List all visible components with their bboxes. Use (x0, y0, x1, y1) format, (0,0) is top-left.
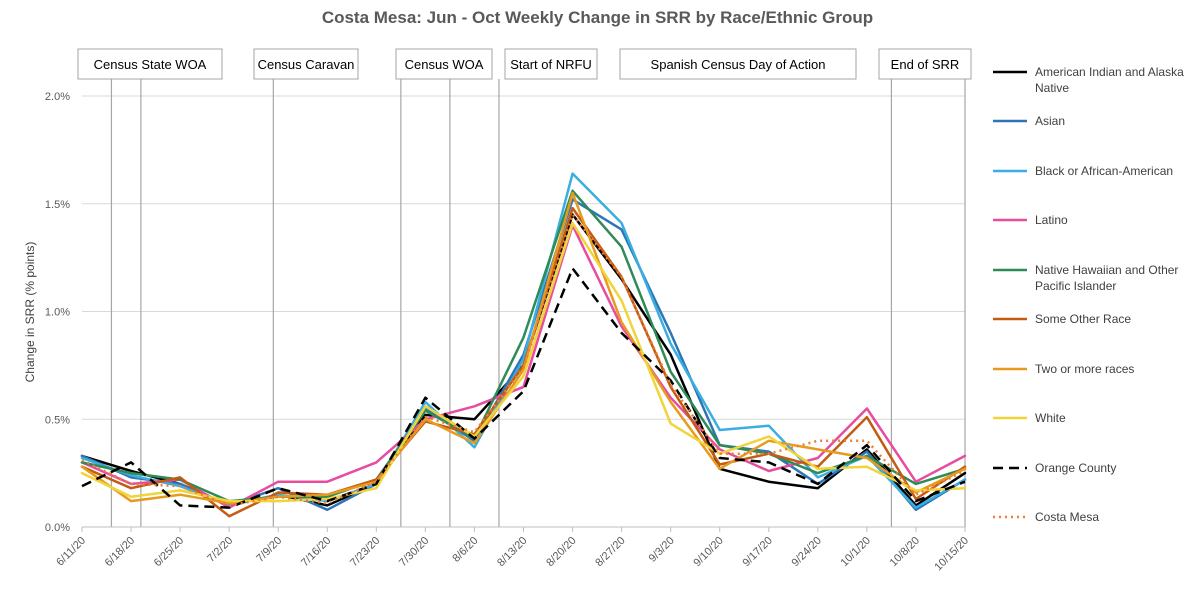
event-label: Census WOA (405, 57, 484, 72)
series-lines (80, 172, 967, 518)
legend-label: Latino (1035, 213, 1068, 227)
y-tick-label: 1.0% (45, 307, 70, 319)
event-box (253, 48, 359, 80)
event-lines (110, 79, 966, 527)
series-line (80, 191, 967, 505)
y-tick-label: 0.0% (45, 522, 70, 534)
x-tick-label: 8/27/20 (593, 535, 627, 569)
legend-label: Black or African-American (1035, 164, 1173, 178)
x-tick-label: 9/24/20 (790, 535, 824, 569)
x-tick-label: 8/20/20 (544, 535, 578, 569)
legend-label: Two or more races (1035, 362, 1134, 376)
legend-label: White (1035, 411, 1066, 425)
legend: American Indian and Alaska Native Asian Bla… (993, 65, 1184, 524)
event-label: End of SRR (891, 57, 960, 72)
legend-label: Some Other Race (1035, 312, 1131, 326)
event-box (77, 48, 223, 80)
legend-label: Costa Mesa (1035, 510, 1099, 524)
legend-label: Native Hawaiian and Other Pacific Islande… (1035, 263, 1178, 293)
x-tick-label: 10/15/20 (932, 535, 971, 574)
event-label: Start of NRFU (510, 57, 592, 72)
x-tick-label: 9/17/20 (740, 535, 774, 569)
series-line (80, 172, 967, 509)
event-box (504, 48, 598, 80)
x-tick-label: 6/11/20 (54, 535, 88, 569)
event-label: Spanish Census Day of Action (651, 57, 826, 72)
x-tick-label: 9/3/20 (647, 535, 677, 565)
axes: 0.0% 0.5% 1.0% 1.5% 2.0% 6/11/20 6/18/20 6/25/2… (45, 91, 971, 573)
series-line (81, 267, 966, 509)
legend-label: American Indian and Alaska Native (1035, 65, 1184, 95)
event-annotations: Census State WOA Census Caravan Census WOA… (77, 48, 972, 80)
event-box (619, 48, 857, 80)
y-axis-title: Change in SRR (% points) (23, 242, 37, 383)
x-tick-label: 10/8/20 (888, 535, 922, 569)
event-box (395, 48, 493, 80)
x-tick-label: 7/30/20 (397, 535, 431, 569)
x-tick-label: 8/6/20 (450, 535, 480, 565)
x-tick-label: 7/2/20 (205, 535, 235, 565)
x-tick-label: 7/16/20 (299, 535, 333, 569)
x-tick-label: 7/23/20 (348, 535, 382, 569)
event-box (878, 48, 972, 80)
x-tick-label: 9/10/20 (691, 535, 725, 569)
series-line (80, 189, 967, 503)
event-label: Census Caravan (258, 57, 355, 72)
series-line (80, 221, 967, 503)
x-tick-label: 7/9/20 (254, 535, 284, 565)
x-tick-label: 6/18/20 (103, 535, 137, 569)
chart-title: Costa Mesa: Jun - Oct Weekly Change in S… (321, 8, 874, 27)
x-tick-label: 6/25/20 (152, 535, 186, 569)
x-tick-label: 8/13/20 (495, 535, 529, 569)
legend-label: Orange County (1035, 461, 1116, 475)
y-tick-label: 0.5% (45, 414, 70, 426)
gridlines (82, 95, 965, 420)
event-label: Census State WOA (94, 57, 207, 72)
series-line (81, 213, 966, 507)
x-tick-label: 10/1/20 (839, 535, 873, 569)
y-tick-label: 1.5% (45, 199, 70, 211)
legend-label: Asian (1035, 114, 1065, 128)
y-tick-label: 2.0% (45, 91, 70, 103)
